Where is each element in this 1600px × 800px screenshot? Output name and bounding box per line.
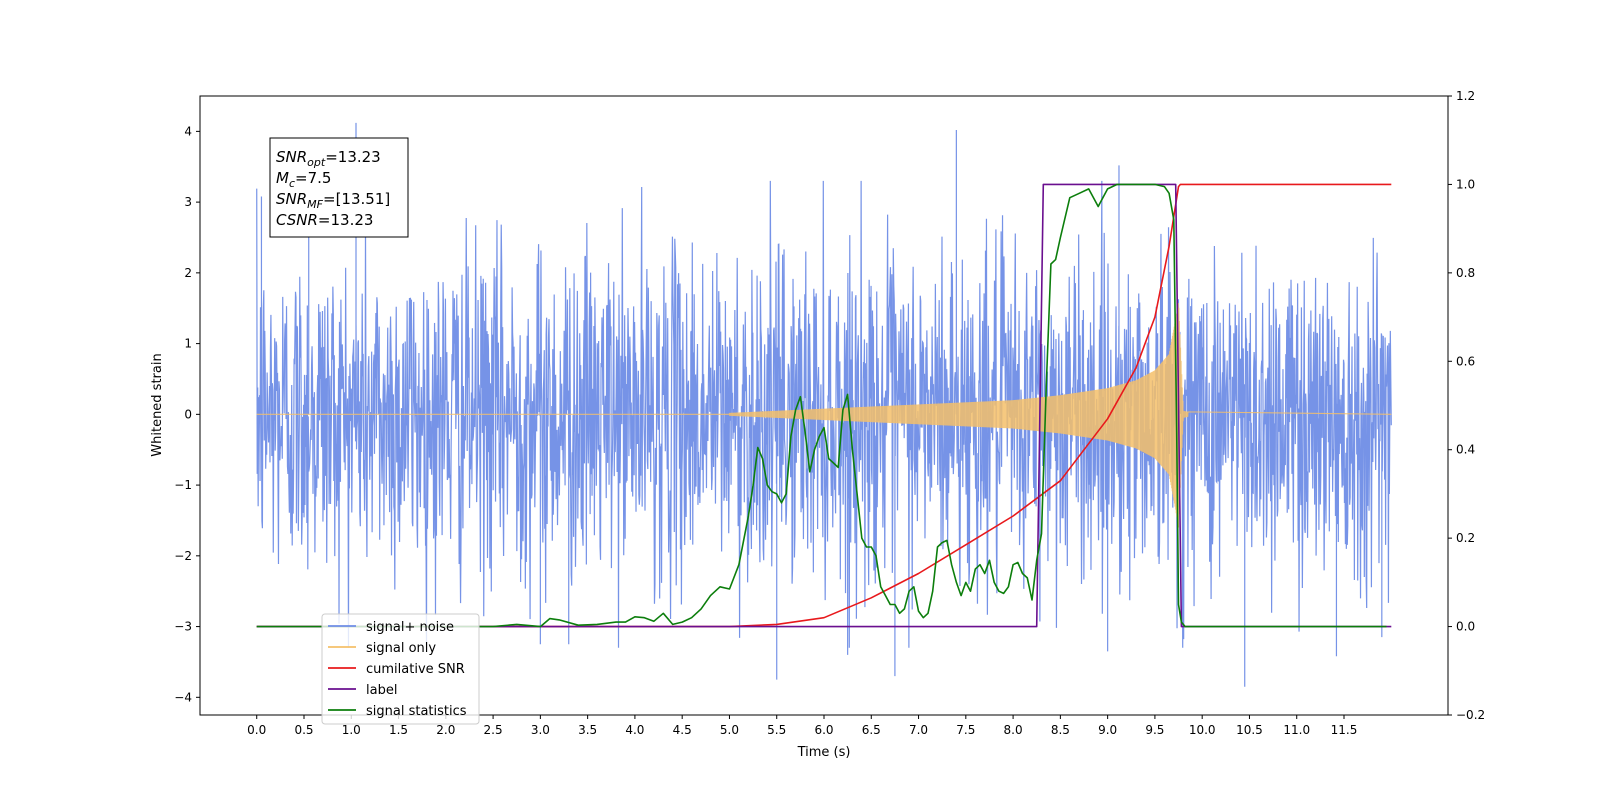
x-tick-label: 8.5 <box>1051 723 1070 737</box>
y-tick-label: −1 <box>174 478 192 492</box>
x-tick-label: 10.0 <box>1189 723 1216 737</box>
x-tick-label: 7.0 <box>909 723 928 737</box>
x-tick-label: 6.5 <box>862 723 881 737</box>
y2-tick-label: 0.4 <box>1456 443 1475 457</box>
y-tick-label: −4 <box>174 690 192 704</box>
series-signal-only-line <box>256 302 1392 528</box>
annotation-line: CSNR=13.23 <box>276 211 373 229</box>
x-tick-label: 6.0 <box>814 723 833 737</box>
series-layer <box>256 122 1392 687</box>
y-tick-label: 4 <box>184 124 192 138</box>
x-tick-label: 11.0 <box>1283 723 1310 737</box>
y2-tick-label: −0.2 <box>1456 708 1485 722</box>
x-tick-label: 1.5 <box>389 723 408 737</box>
x-tick-label: 0.0 <box>247 723 266 737</box>
legend-label: cumilative SNR <box>366 662 465 677</box>
legend: signal+ noise signal only cumilative SNR la… <box>321 613 480 725</box>
y-axis-label: Whitened strain <box>150 353 165 456</box>
y-tick-label: 2 <box>184 266 192 280</box>
x-tick-label: 5.0 <box>720 723 739 737</box>
x-axis: 0.0 0.5 1.0 1.5 2.0 2.5 3.0 3.5 4.0 4.5 5.0 5.5 6.0 6… <box>247 715 1357 737</box>
y2-tick-label: 0.2 <box>1456 531 1475 545</box>
legend-frame <box>321 613 480 725</box>
x-tick-label: 11.5 <box>1331 723 1358 737</box>
x-tick-label: 3.5 <box>578 723 597 737</box>
x-tick-label: 7.5 <box>956 723 975 737</box>
series-signal-statistics-line <box>256 183 1387 628</box>
x-tick-label: 1.0 <box>342 723 361 737</box>
legend-label: signal only <box>366 641 436 656</box>
y2-tick-label: 0.8 <box>1456 266 1475 280</box>
y-tick-label: 1 <box>184 337 192 351</box>
y2-tick-label: 0.6 <box>1456 354 1475 368</box>
y-tick-label: −2 <box>174 549 192 563</box>
x-tick-label: 10.5 <box>1236 723 1263 737</box>
x-tick-label: 9.5 <box>1145 723 1164 737</box>
x-tick-label: 2.0 <box>436 723 455 737</box>
y-axis-left: −4 −3 −2 −1 0 1 2 3 4 <box>174 124 200 704</box>
x-tick-label: 4.5 <box>673 723 692 737</box>
x-tick-label: 4.0 <box>625 723 644 737</box>
y-tick-label: 3 <box>184 195 192 209</box>
legend-label: signal+ noise <box>366 620 454 635</box>
x-tick-label: 8.0 <box>1004 723 1023 737</box>
x-tick-label: 9.0 <box>1098 723 1117 737</box>
x-axis-label: Time (s) <box>797 745 851 760</box>
y-tick-label: 0 <box>184 407 192 421</box>
annotation-frame <box>269 137 409 238</box>
y-axis-right: −0.2 0.0 0.2 0.4 0.6 0.8 1.0 1.2 <box>1448 89 1485 722</box>
annotation-line: SNRopt=13.23 <box>276 148 381 169</box>
x-tick-label: 3.0 <box>531 723 550 737</box>
annotation-line: SNRMF=[13.51] <box>276 190 390 211</box>
y2-tick-label: 1.2 <box>1456 89 1475 103</box>
y2-tick-label: 1.0 <box>1456 177 1475 191</box>
x-tick-label: 0.5 <box>294 723 313 737</box>
annotation-line: Mc=7.5 <box>276 169 331 190</box>
x-tick-label: 2.5 <box>484 723 503 737</box>
series-signal-noise-line <box>256 122 1392 687</box>
legend-label: signal statistics <box>366 704 467 719</box>
x-tick-label: 5.5 <box>767 723 786 737</box>
annotation-box: SNRopt=13.23Mc=7.5SNRMF=[13.51]CSNR=13.2… <box>269 137 409 238</box>
y-tick-label: −3 <box>174 620 192 634</box>
y2-tick-label: 0.0 <box>1456 620 1475 634</box>
legend-label: label <box>366 683 397 698</box>
